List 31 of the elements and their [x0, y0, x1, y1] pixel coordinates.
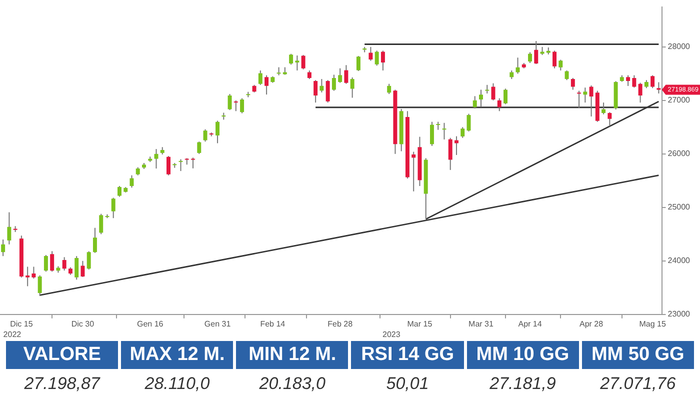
text: 27.198,87	[24, 374, 100, 393]
category-label: MIN 12 M.	[236, 341, 348, 369]
x-tick-label: Apr 14	[518, 319, 542, 328]
text: 28.110,0	[144, 374, 210, 393]
category-label: VALORE	[6, 341, 118, 369]
y-tick-label: 24000	[668, 256, 691, 266]
text: 20.183,0	[259, 374, 326, 393]
category-label: MM 10 GG	[466, 341, 579, 369]
x-tick-label: Mar 31	[468, 319, 494, 328]
x-tick-label: Feb 28	[328, 319, 354, 328]
text: 2022	[3, 330, 22, 340]
text: 50,01	[386, 374, 429, 393]
x-tick-label: Gen 16	[136, 319, 164, 328]
y-tick-label: 26000	[668, 149, 691, 158]
x-tick-label: Mag 15	[639, 319, 666, 328]
x-tick-label: Apr 28	[580, 319, 604, 328]
category-label: RSI 14 GG	[351, 341, 464, 369]
text: 27.071,76	[600, 374, 676, 393]
y-tick-label: 23000	[668, 310, 691, 319]
x-tick-label: Dic 30	[71, 319, 95, 328]
x-tick-label: Feb 14	[260, 319, 286, 328]
text: 27.181,9	[490, 374, 556, 393]
category-label: MM 50 GG	[582, 341, 694, 369]
x-tick-label: Dic 15	[10, 319, 34, 328]
y-tick-label: 28000	[668, 42, 691, 52]
y-tick-label: 27000	[668, 96, 691, 105]
category-label: MAX 12 M.	[121, 341, 234, 369]
x-tick-label: Mar 15	[407, 319, 433, 328]
y-tick-label: 25000	[668, 202, 691, 212]
text: 2023	[382, 330, 401, 340]
x-tick-label: Gen 31	[204, 319, 232, 328]
